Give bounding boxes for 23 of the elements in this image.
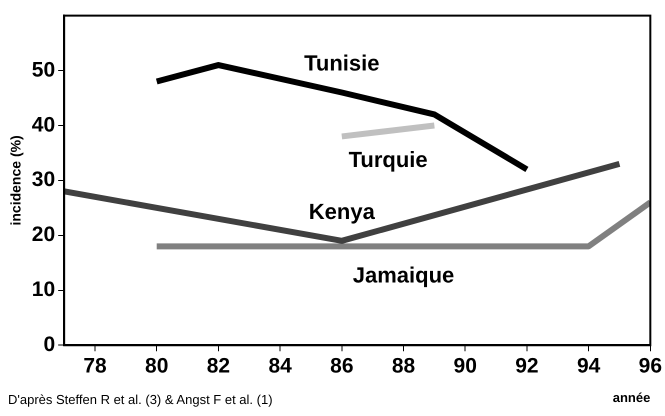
- y-tick-label: 10: [32, 278, 56, 302]
- y-tick-label: 30: [32, 168, 56, 192]
- y-tick-label: 20: [32, 223, 56, 246]
- x-axis-title: année: [612, 390, 650, 405]
- x-tick-label: 90: [454, 354, 477, 378]
- text: D'après Steffen R et al. (3) & Angst F et al. (1): [8, 392, 273, 407]
- x-tick-label: 82: [206, 354, 230, 378]
- x-tick-label: 80: [145, 354, 168, 378]
- y-tick-label: 50: [32, 58, 56, 82]
- y-tick-label: 0: [43, 332, 56, 356]
- series-label: Kenya: [308, 198, 376, 224]
- series-label: Turquie: [348, 147, 428, 172]
- x-tick-label: 84: [268, 354, 292, 378]
- x-tick-label: 94: [576, 354, 601, 378]
- series-label: Tunisie: [304, 50, 380, 76]
- x-tick-label: 86: [330, 354, 354, 378]
- y-tick-label: 40: [32, 113, 56, 136]
- x-tick-label: 96: [638, 354, 662, 378]
- x-tick-label: 92: [515, 354, 539, 378]
- y-axis-title: incidence (%): [7, 135, 24, 226]
- x-tick-label: 78: [83, 354, 108, 378]
- series-label: Jamaique: [352, 262, 454, 288]
- x-tick-label: 88: [392, 354, 416, 378]
